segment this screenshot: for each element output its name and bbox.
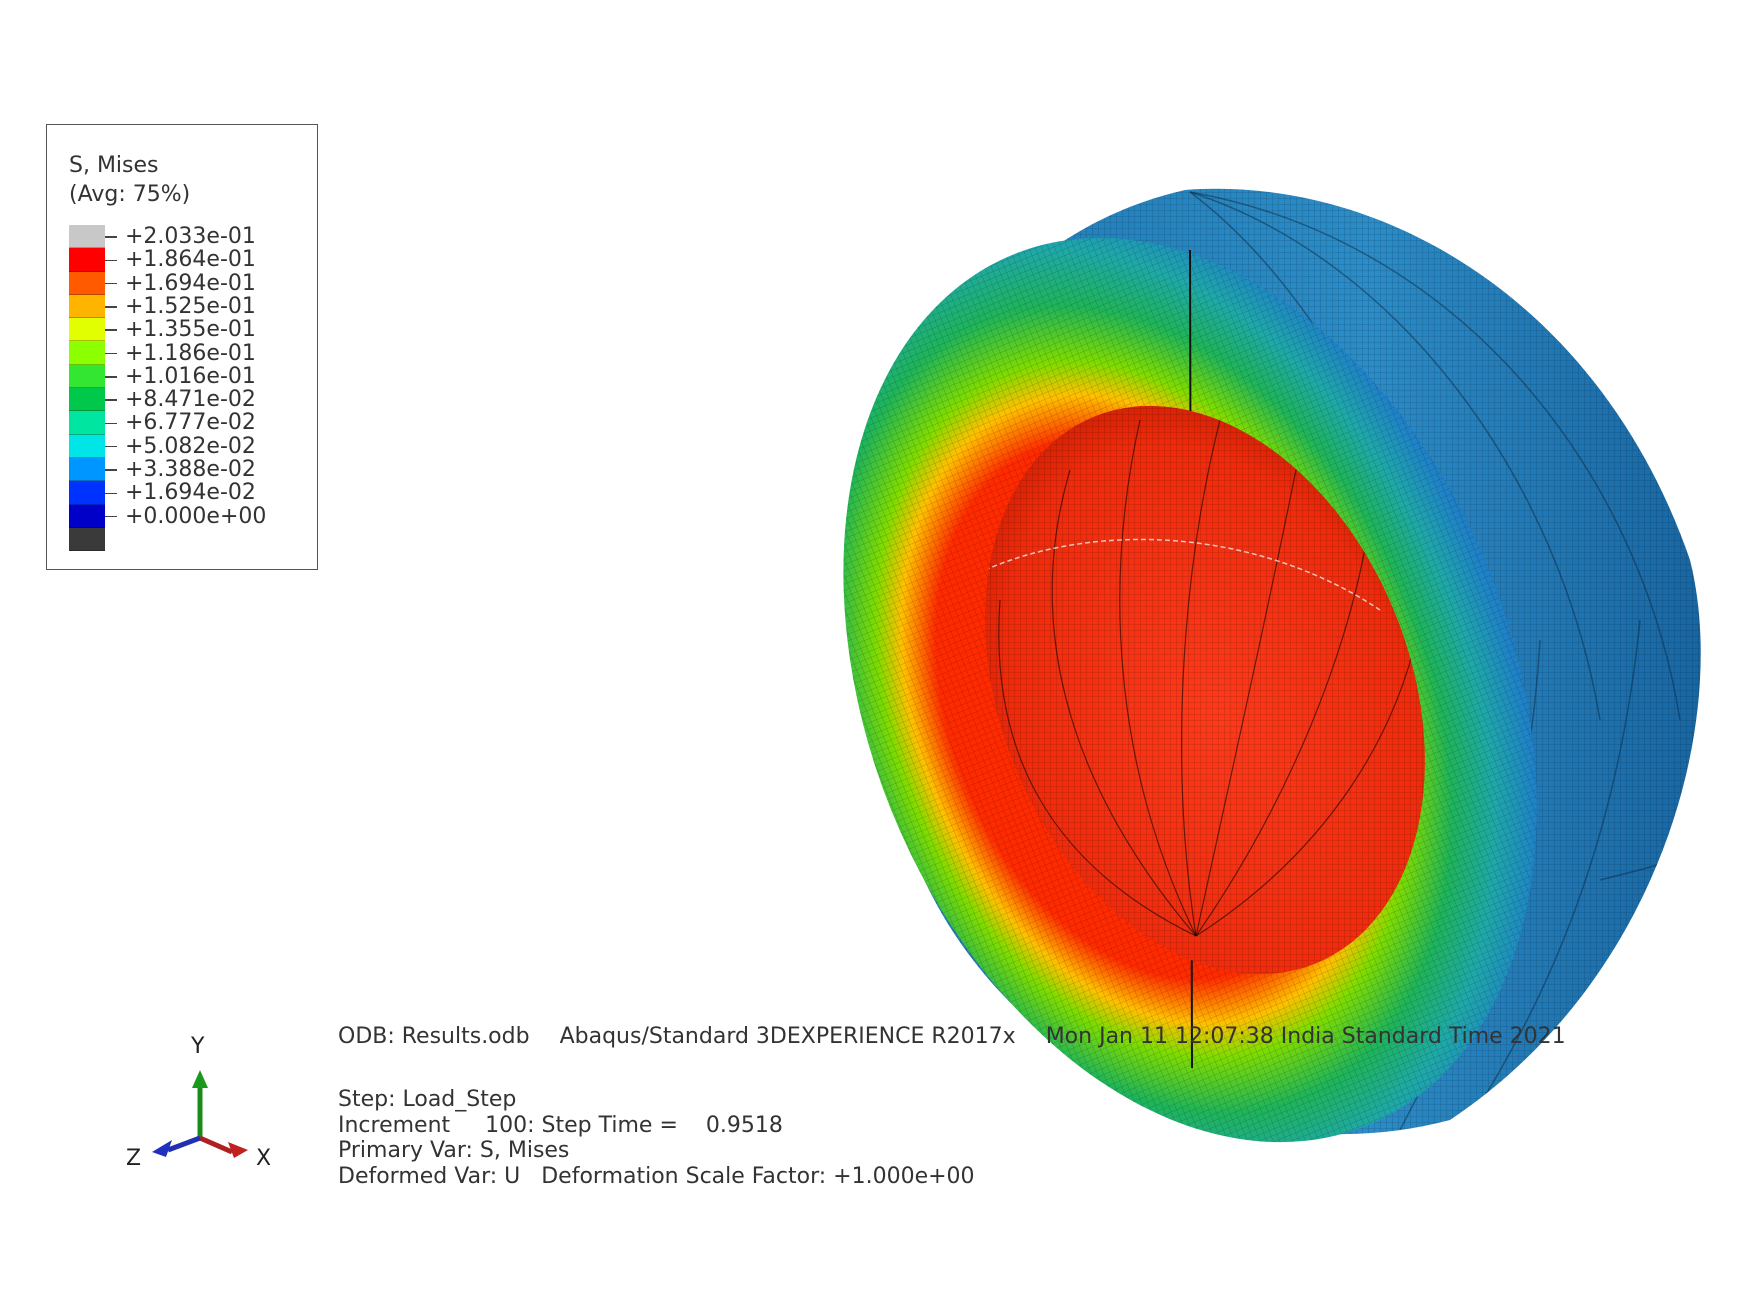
triad-z-label: Z	[126, 1146, 142, 1171]
legend-value: +1.525e-01	[105, 295, 256, 318]
legend-title-variable: S, Mises	[69, 153, 159, 178]
legend-swatch	[69, 504, 105, 528]
legend-title: S, Mises (Avg: 75%)	[69, 151, 190, 209]
legend-value: +0.000e+00	[105, 505, 266, 528]
legend-swatch	[69, 411, 105, 435]
legend-value: +1.694e-02	[105, 482, 256, 504]
legend-value: +2.033e-01	[105, 226, 256, 248]
legend-title-averaging: (Avg: 75%)	[69, 182, 191, 207]
legend-swatch	[69, 341, 105, 365]
legend-swatch	[69, 527, 105, 552]
triad-y-label: Y	[191, 1034, 205, 1059]
legend-value: +3.388e-02	[105, 459, 256, 481]
odb-name: ODB: Results.odb	[338, 1024, 530, 1049]
deformed-variable: Deformed Var: U Deformation Scale Factor…	[338, 1164, 975, 1189]
step-name: Step: Load_Step	[338, 1087, 517, 1112]
legend-swatch	[69, 388, 105, 412]
legend-swatch	[69, 271, 105, 295]
legend-swatch	[69, 225, 105, 249]
legend-value: +1.864e-01	[105, 249, 256, 271]
legend-swatch	[69, 457, 105, 482]
legend-swatch	[69, 481, 105, 505]
axis-triad	[152, 1070, 248, 1158]
contour-legend[interactable]: S, Mises (Avg: 75%) +2.033e-01 +1.864e-01…	[46, 124, 318, 570]
legend-swatch	[69, 294, 105, 319]
legend-swatch	[69, 364, 105, 389]
legend-swatch	[69, 318, 105, 342]
legend-value: +1.355e-01	[105, 319, 256, 341]
legend-swatch	[69, 434, 105, 458]
legend-value: +1.186e-01	[105, 342, 256, 365]
legend-swatch	[69, 248, 105, 272]
legend-value: +5.082e-02	[105, 435, 256, 458]
legend-color-bar	[69, 225, 105, 552]
increment-info: Increment 100: Step Time = 0.9518	[338, 1113, 783, 1138]
triad-x-label: X	[256, 1146, 272, 1171]
solver-version: Abaqus/Standard 3DEXPERIENCE R2017x	[559, 1024, 1016, 1049]
legend-value: +6.777e-02	[105, 412, 256, 434]
primary-variable: Primary Var: S, Mises	[338, 1138, 570, 1163]
timestamp: Mon Jan 11 12:07:38 India Standard Time …	[1045, 1024, 1566, 1049]
legend-value: +8.471e-02	[105, 389, 256, 411]
legend-value: +1.016e-01	[105, 365, 256, 388]
legend-value: +1.694e-01	[105, 272, 256, 295]
